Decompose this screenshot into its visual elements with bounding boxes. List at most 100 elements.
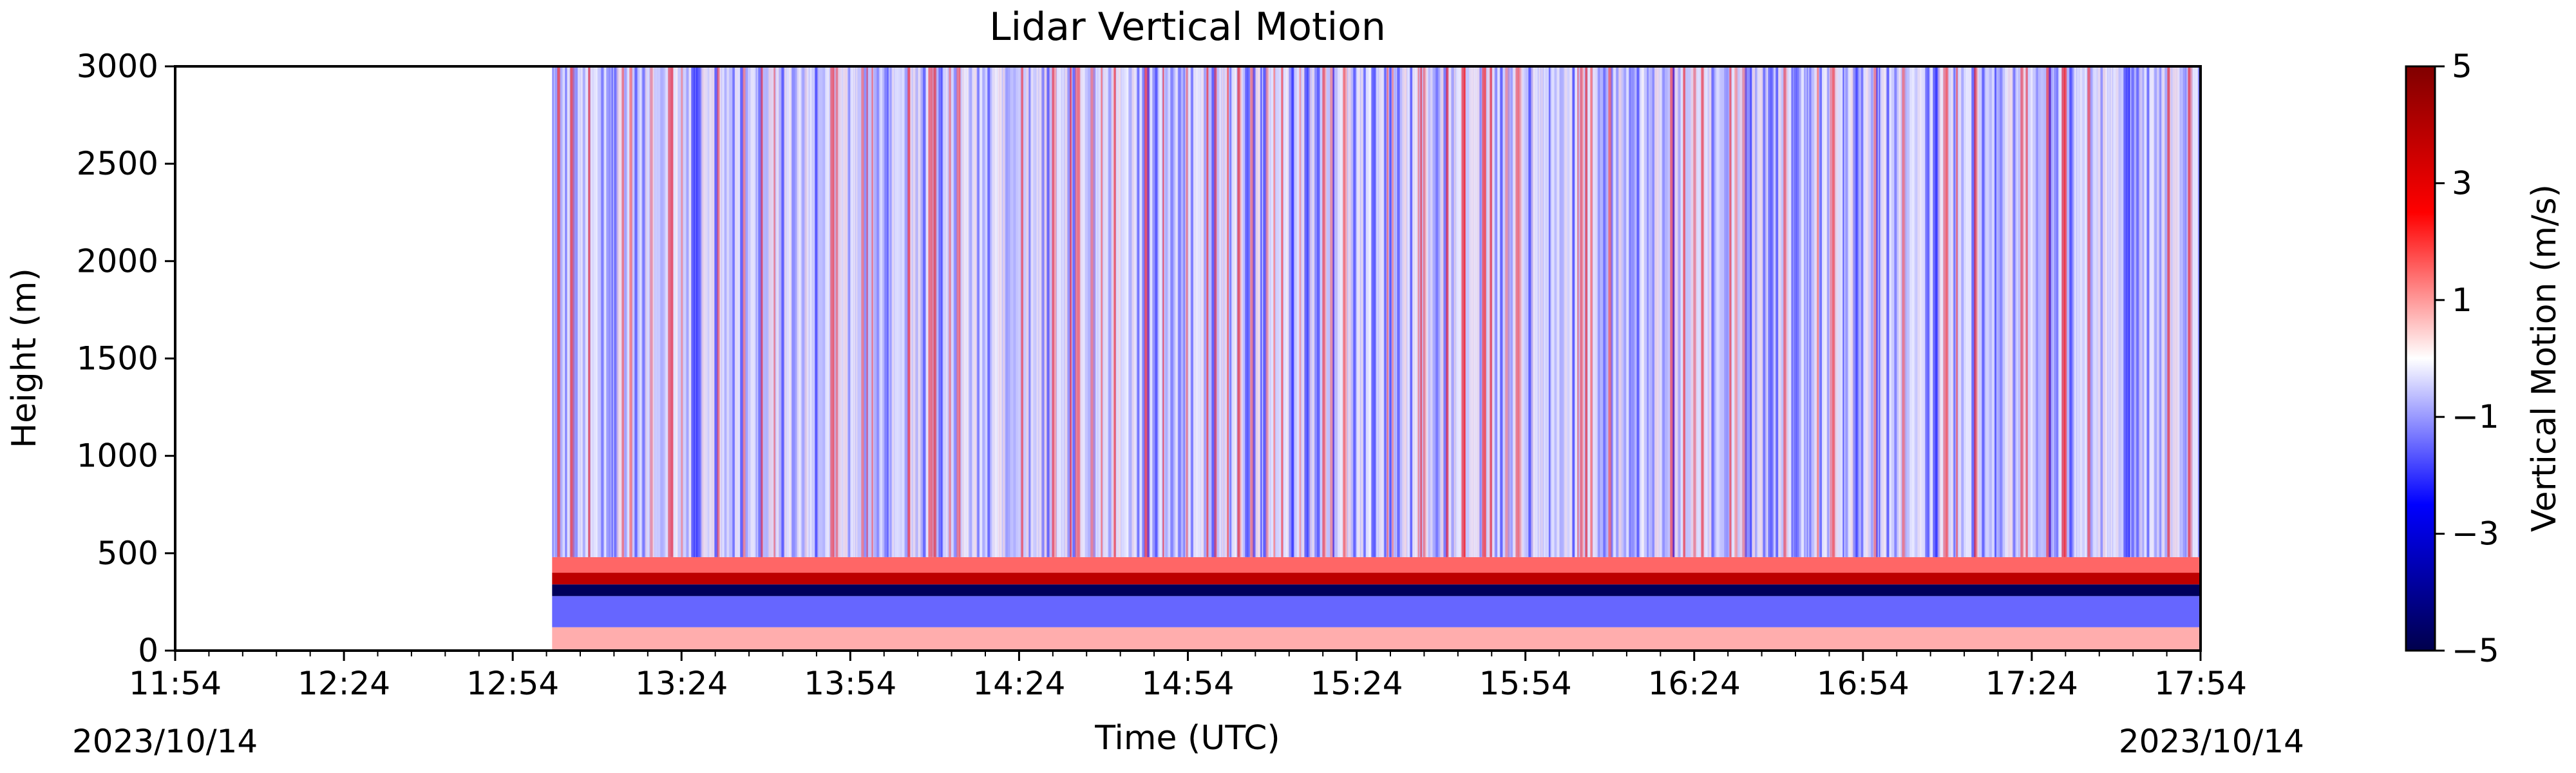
heatmap-streak [1157, 66, 1162, 557]
heatmap-streak [1508, 66, 1510, 557]
x-date-right: 2023/10/14 [2119, 723, 2304, 760]
heatmap-streak [1134, 66, 1139, 557]
heatmap-streak [1688, 66, 1692, 557]
heatmap-streak [1876, 66, 1878, 557]
heatmap-streak [1631, 66, 1636, 557]
heatmap-streak [985, 66, 987, 557]
colorbar-tick-label: −1 [2452, 398, 2499, 435]
heatmap-streak [1448, 66, 1453, 557]
heatmap-streak [951, 66, 953, 557]
heatmap-streak [1041, 66, 1045, 557]
heatmap-streak [1405, 66, 1407, 557]
x-tick-label: 16:24 [1648, 665, 1741, 702]
heatmap-streak [1235, 66, 1236, 557]
heatmap-streak [810, 66, 812, 557]
heatmap-streak [647, 66, 649, 557]
heatmap-streak [2180, 66, 2182, 557]
heatmap-streak [2041, 66, 2045, 557]
heatmap-streak [1106, 66, 1108, 557]
heatmap-streak [1250, 66, 1255, 557]
heatmap-streak [2028, 66, 2032, 557]
heatmap-streak [1193, 66, 1198, 557]
heatmap-streak [2139, 66, 2143, 557]
heatmap-streak [977, 66, 980, 557]
heatmap-streak [1340, 66, 1345, 557]
heatmap-streak [1371, 66, 1374, 557]
heatmap-streak [1196, 66, 1200, 557]
heatmap-streak [1026, 66, 1029, 557]
heatmap-streak [1770, 66, 1774, 557]
heatmap-streak [1075, 66, 1079, 557]
heatmap-streak [804, 66, 808, 557]
heatmap-streak [583, 66, 585, 557]
heatmap-streak [552, 66, 554, 557]
heatmap-streak [1997, 66, 2002, 557]
heatmap-streak [557, 66, 561, 557]
heatmap-streak [776, 66, 781, 557]
heatmap-streak [1255, 66, 1260, 557]
heatmap-streak [603, 66, 607, 557]
heatmap-streak [1745, 66, 1748, 557]
heatmap-streak [869, 66, 871, 557]
heatmap-streak [964, 66, 969, 557]
heatmap-streak [2072, 66, 2075, 557]
heatmap-streak [1958, 66, 1962, 557]
heatmap-streak [2100, 66, 2103, 557]
heatmap-streak [959, 66, 961, 557]
heatmap-streak [1021, 66, 1023, 557]
heatmap-streak [1010, 66, 1013, 557]
heatmap-streak [1611, 66, 1613, 557]
heatmap-streak [1984, 66, 1987, 557]
heatmap-streak [1268, 66, 1271, 557]
heatmap-streak [1587, 66, 1592, 557]
heatmap-streak [2020, 66, 2025, 557]
heatmap-streak [1016, 66, 1019, 557]
heatmap-streak [2085, 66, 2087, 557]
heatmap-streak [1580, 66, 1584, 557]
heatmap-streak [562, 66, 565, 557]
heatmap-streak [2141, 66, 2145, 557]
heatmap-streak [621, 66, 625, 557]
heatmap-streak [1951, 66, 1953, 557]
y-tick-label: 500 [97, 535, 158, 572]
heatmap-streak [1621, 66, 1626, 557]
heatmap-streak [2108, 66, 2110, 557]
heatmap-streak [1812, 66, 1814, 557]
heatmap-streak [1734, 66, 1738, 557]
heatmap-streak [637, 66, 641, 557]
heatmap-streak [1407, 66, 1412, 557]
heatmap-streak [913, 66, 917, 557]
heatmap-streak [658, 66, 661, 557]
heatmap-streak [1969, 66, 1972, 557]
heatmap-streak [1582, 66, 1584, 557]
heatmap-streak [1696, 66, 1699, 557]
heatmap-streak [822, 66, 826, 557]
heatmap-streak [1662, 66, 1665, 557]
heatmap-streak [1211, 66, 1217, 557]
heatmap-streak [629, 66, 633, 557]
heatmap-streak [1209, 66, 1211, 557]
heatmap-streak [1515, 66, 1519, 557]
heatmap-streak [724, 66, 726, 557]
heatmap-streak [1899, 66, 1901, 557]
y-tick-label: 2500 [77, 145, 158, 182]
heatmap-streak [1804, 66, 1806, 557]
heatmap-streak [1866, 66, 1870, 557]
heatmap-streak [1520, 66, 1524, 557]
heatmap-streak [1629, 66, 1632, 557]
heatmap-streak [1464, 66, 1466, 557]
heatmap-streak [1175, 66, 1178, 557]
heatmap-streak [1739, 66, 1742, 557]
heatmap-streak [575, 66, 579, 557]
x-tick-label: 13:54 [804, 665, 896, 702]
heatmap-streak [606, 66, 611, 557]
heatmap-streak [1760, 66, 1763, 557]
heatmap-streak [820, 66, 823, 557]
x-tick-label: 16:54 [1817, 665, 1909, 702]
heatmap-streak [1644, 66, 1647, 557]
heatmap-streak [907, 66, 911, 557]
heatmap-streak [1783, 66, 1788, 557]
heatmap-streak [639, 66, 641, 557]
heatmap-streak [1701, 66, 1705, 557]
heatmap-streak [1317, 66, 1320, 557]
